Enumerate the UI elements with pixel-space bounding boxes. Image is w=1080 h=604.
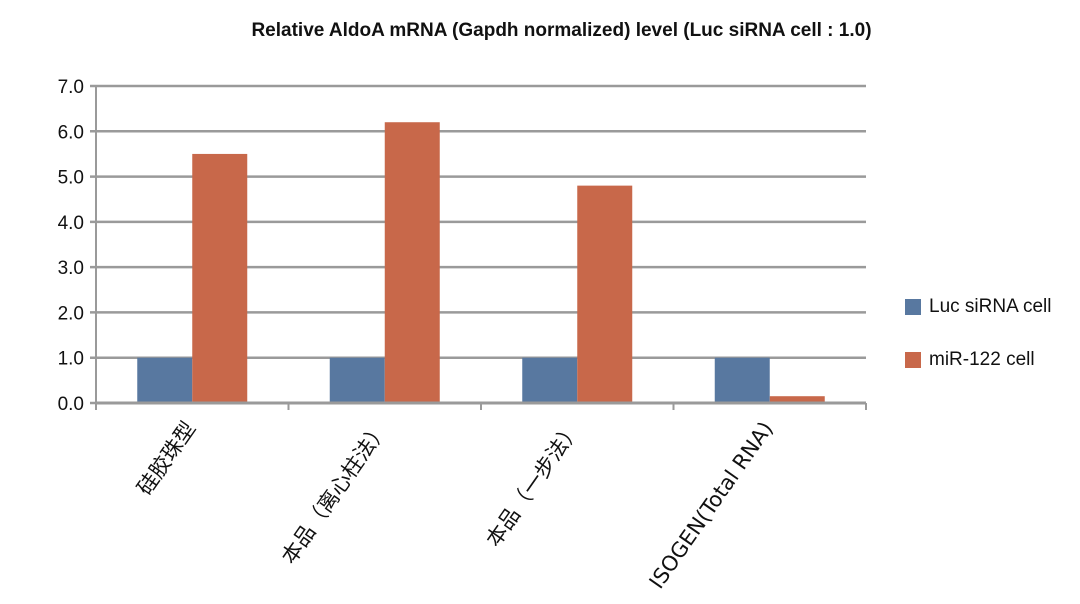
x-tick-label: 本品（一步法） [481, 417, 585, 551]
y-tick-label: 6.0 [58, 122, 84, 143]
x-tick-label: 硅胶珠型 [133, 417, 201, 500]
chart-title: Relative AldoA mRNA (Gapdh normalized) l… [251, 20, 872, 41]
bar-mir122 [769, 396, 825, 403]
legend-label: miR-122 cell [929, 349, 1035, 370]
x-tick-label: ISOGEN(Total RNA) [645, 417, 778, 593]
y-tick-label: 2.0 [58, 303, 84, 324]
bar-mir122 [577, 185, 633, 403]
y-tick-label: 5.0 [58, 168, 84, 189]
y-tick-label: 4.0 [58, 213, 84, 234]
legend-label: Luc siRNA cell [929, 296, 1052, 317]
y-tick-label: 0.0 [58, 394, 84, 415]
bar-luc [329, 357, 385, 403]
legend-item-mir122: miR-122 cell [905, 349, 1035, 371]
x-tick-label: 本品（离心柱法） [277, 417, 393, 568]
y-tick-label: 1.0 [58, 349, 84, 370]
legend-item-luc: Luc siRNA cell [905, 296, 1052, 318]
legend-swatch [905, 352, 921, 368]
bar-mir122 [384, 122, 440, 403]
bar-mir122 [192, 153, 248, 403]
legend-swatch [905, 299, 921, 315]
bar-luc [522, 357, 578, 403]
bar-luc [137, 357, 193, 403]
bar-luc [714, 357, 770, 403]
y-tick-label: 3.0 [58, 258, 84, 279]
y-tick-label: 7.0 [58, 77, 84, 98]
